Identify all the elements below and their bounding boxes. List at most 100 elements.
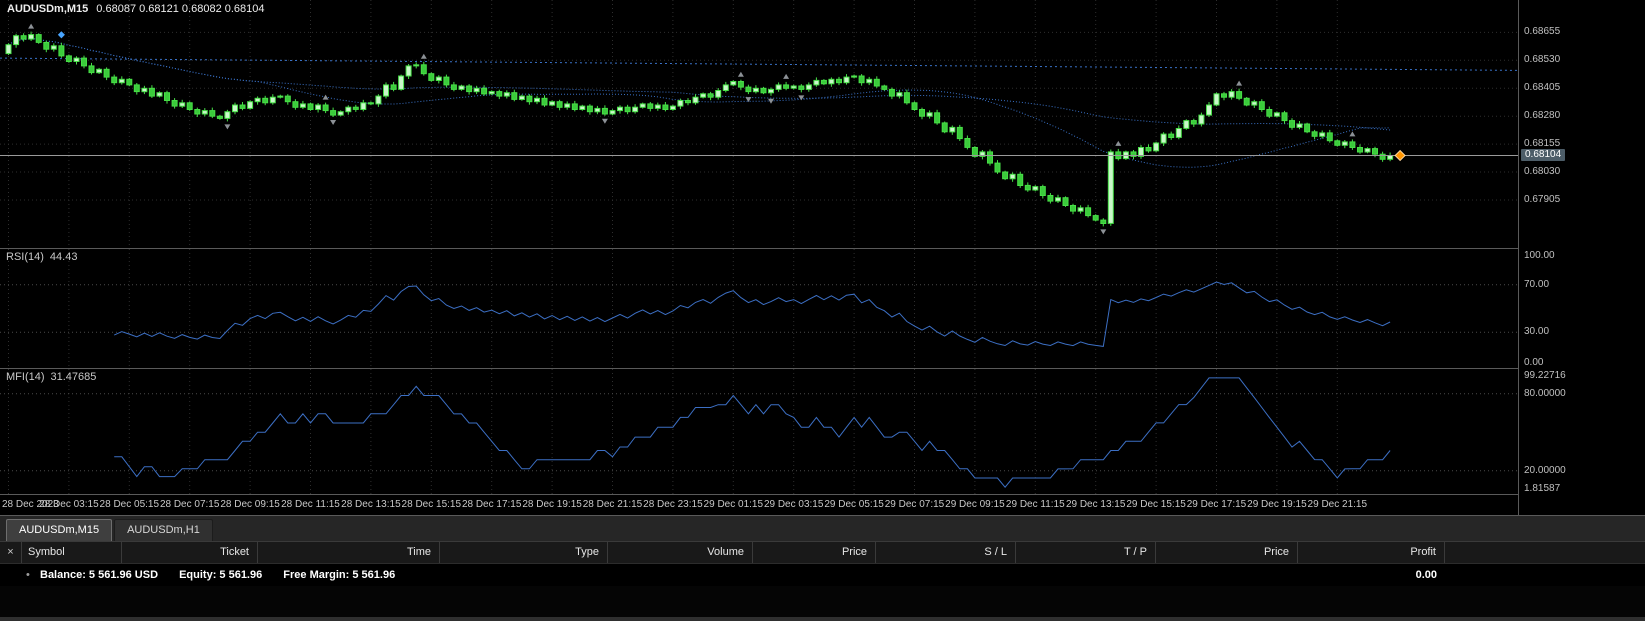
candle-body: [1335, 141, 1340, 146]
candle-body: [708, 94, 713, 97]
toolbox-column-symbol: Symbol: [22, 542, 122, 563]
rsi-indicator-panel[interactable]: RSI(14)44.43: [0, 249, 1518, 368]
candle-body: [670, 106, 675, 109]
candle-body: [806, 85, 811, 90]
candle-body: [821, 80, 826, 83]
candle-body: [618, 107, 623, 110]
time-axis-label: 29 Dec 17:15: [1187, 499, 1247, 510]
candlestick-chart-canvas: [0, 0, 1518, 248]
candle-body: [1048, 196, 1053, 202]
candle-body: [459, 86, 464, 89]
candle-body: [157, 93, 162, 96]
time-axis-label: 28 Dec 19:15: [522, 499, 582, 510]
price-scale[interactable]: 0.686550.685300.684050.682800.681550.680…: [1519, 0, 1645, 515]
candle-body: [346, 107, 351, 112]
fractal-up-arrow-icon: [421, 54, 427, 59]
candle-body: [66, 56, 71, 62]
toolbox-header-row: ×SymbolTicketTimeTypeVolumePriceS / LT /…: [0, 542, 1645, 564]
time-axis-label: 28 Dec 17:15: [462, 499, 522, 510]
rsi-line: [114, 282, 1390, 346]
toolbox-column-volume: Volume: [608, 542, 753, 563]
candle-body: [444, 77, 449, 85]
mt5-terminal-window: AUDUSDm,M15 0.68087 0.68121 0.68082 0.681…: [0, 0, 1645, 621]
rsi-chart-canvas: [0, 249, 1518, 368]
chart-title-overlay: AUDUSDm,M150.68087 0.68121 0.68082 0.681…: [7, 3, 265, 15]
candle-body: [920, 110, 925, 117]
balance-row[interactable]: • Balance: 5 561.96 USD Equity: 5 561.96…: [0, 564, 1645, 586]
candle-body: [127, 79, 132, 85]
candle-body: [723, 85, 728, 91]
last-price-marker-icon: [1395, 151, 1405, 161]
candle-body: [1018, 174, 1023, 185]
chart-tab-audusdm-m15[interactable]: AUDUSDm,M15: [6, 519, 112, 541]
candle-body: [187, 103, 192, 110]
fractal-up-arrow-icon: [783, 74, 789, 79]
candle-body: [1342, 142, 1347, 145]
scale-divider: [1518, 0, 1519, 515]
candle-body: [1176, 129, 1181, 138]
candle-body: [59, 46, 64, 56]
candle-body: [1305, 124, 1310, 132]
candle-body: [1222, 94, 1227, 97]
time-axis-label: 28 Dec 05:15: [100, 499, 160, 510]
candle-body: [1169, 134, 1174, 137]
candle-body: [1040, 187, 1045, 196]
fractal-down-arrow-icon: [768, 99, 774, 104]
candle-body: [248, 102, 253, 109]
candle-body: [867, 79, 872, 82]
fractal-down-arrow-icon: [330, 120, 336, 125]
candle-body: [142, 88, 147, 91]
candle-body: [421, 65, 426, 74]
candle-body: [308, 104, 313, 110]
candle-body: [776, 85, 781, 90]
candle-body: [1078, 208, 1083, 211]
moving-average-line: [9, 39, 1391, 168]
rsi-scale-label: 30.00: [1524, 326, 1549, 337]
candle-body: [829, 79, 834, 84]
candle-body: [602, 108, 607, 114]
candle-body: [1025, 185, 1030, 190]
price-scale-label: 0.68530: [1524, 54, 1560, 65]
candle-body: [165, 93, 170, 101]
candle-body: [1350, 142, 1355, 148]
toolbox-body: [0, 586, 1645, 617]
toolbox-close-button[interactable]: ×: [0, 542, 22, 563]
candle-body: [587, 106, 592, 112]
price-scale-label: 0.68155: [1524, 138, 1560, 149]
fractal-up-arrow-icon: [738, 72, 744, 77]
mfi-chart-canvas: [0, 369, 1518, 494]
candle-body: [935, 113, 940, 123]
mfi-indicator-panel[interactable]: MFI(14)31.47685: [0, 369, 1518, 494]
candle-body: [338, 112, 343, 115]
time-axis-label: 29 Dec 21:15: [1308, 499, 1368, 510]
candle-body: [542, 98, 547, 105]
time-axis-label: 28 Dec 09:15: [220, 499, 280, 510]
main-chart-panel[interactable]: AUDUSDm,M150.68087 0.68121 0.68082 0.681…: [0, 0, 1518, 248]
candle-body: [1010, 174, 1015, 179]
candle-body: [995, 163, 1000, 172]
price-scale-label: 0.68030: [1524, 166, 1560, 177]
candle-body: [927, 113, 932, 116]
candle-body: [761, 88, 766, 93]
candle-body: [195, 110, 200, 115]
chart-tab-audusdm-h1[interactable]: AUDUSDm,H1: [114, 519, 213, 541]
candle-body: [701, 94, 706, 97]
candle-body: [1161, 134, 1166, 143]
ohlc-values: 0.68087 0.68121 0.68082 0.68104: [96, 3, 264, 15]
candle-body: [512, 93, 517, 100]
candle-body: [746, 87, 751, 92]
toolbox-column-ticket: Ticket: [122, 542, 258, 563]
rsi-name: RSI(14): [6, 251, 44, 263]
bullet-icon: •: [26, 564, 30, 586]
candle-body: [1154, 143, 1159, 151]
candle-body: [263, 98, 268, 103]
candle-body: [497, 92, 502, 97]
candle-body: [1244, 98, 1249, 105]
candle-body: [1237, 92, 1242, 99]
candle-body: [814, 80, 819, 85]
candle-body: [1191, 121, 1196, 124]
candle-body: [489, 92, 494, 94]
candle-body: [210, 111, 215, 117]
candle-body: [625, 107, 630, 112]
time-axis[interactable]: 28 Dec 202328 Dec 03:1528 Dec 05:1528 De…: [0, 495, 1518, 515]
